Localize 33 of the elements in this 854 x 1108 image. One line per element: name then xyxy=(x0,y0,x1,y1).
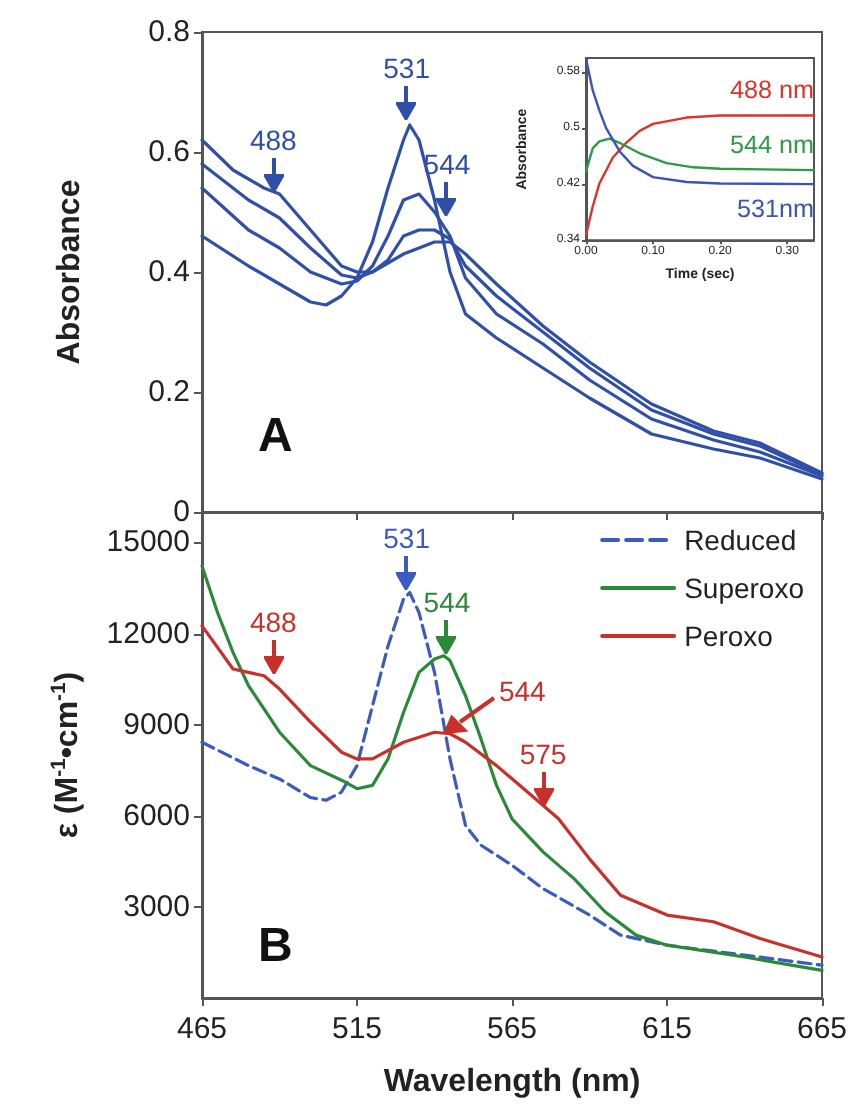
series-label: 488 nm xyxy=(729,76,814,105)
y-tick-label: 0 xyxy=(173,495,190,529)
x-tick-label: 515 xyxy=(331,1012,383,1046)
legend-label: Superoxo xyxy=(684,572,805,604)
y-tick-label: 12000 xyxy=(106,616,190,651)
annotation: 531 xyxy=(383,522,431,555)
annotation: B xyxy=(258,919,293,973)
x-axis-title: Wavelength (nm) xyxy=(383,1065,641,1099)
y-tick-label: 0.8 xyxy=(148,15,190,49)
y-tick-label: 0.4 xyxy=(148,255,190,289)
y-tick-label: 0.2 xyxy=(148,375,190,409)
x-tick-label: 615 xyxy=(641,1012,693,1046)
y-tick-label: 0.6 xyxy=(148,135,190,169)
annotation: A xyxy=(258,409,293,463)
y-axis-title: ε (M-1•cm-1) xyxy=(49,671,85,839)
annotation: 575 xyxy=(519,738,567,771)
x-tick-label: 665 xyxy=(796,1012,848,1046)
y-tick-label: 6000 xyxy=(123,798,190,833)
y-tick-label: 15000 xyxy=(106,525,190,560)
series-label: 531nm xyxy=(736,195,814,224)
y-tick-label: 9000 xyxy=(123,707,190,742)
x-tick-label: 565 xyxy=(486,1012,538,1046)
x-tick-label: 465 xyxy=(176,1012,228,1046)
legend-label: Reduced xyxy=(684,524,797,556)
annotation: 488 xyxy=(249,124,298,156)
y-axis-title: Absorbance xyxy=(53,179,87,365)
annotation: 531 xyxy=(383,52,431,84)
y-tick-label: 3000 xyxy=(123,889,190,924)
annotation: 544 xyxy=(423,586,471,619)
annotation: 544 xyxy=(498,675,547,708)
annotation: 488 xyxy=(249,606,298,639)
series-label: 544 nm xyxy=(729,131,814,160)
legend-label: Peroxo xyxy=(684,620,774,652)
